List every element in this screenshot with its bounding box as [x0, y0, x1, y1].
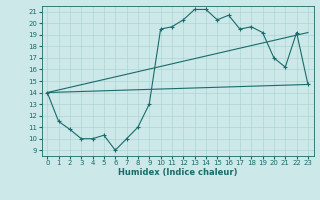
X-axis label: Humidex (Indice chaleur): Humidex (Indice chaleur): [118, 168, 237, 177]
